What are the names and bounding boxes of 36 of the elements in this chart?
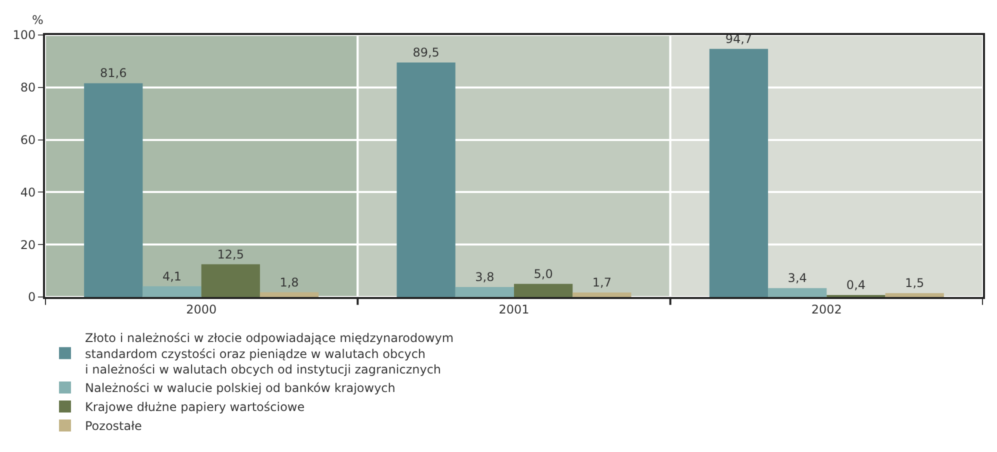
y-tick-label: 60 [20, 133, 36, 147]
data-label: 0,4 [846, 278, 866, 292]
bar [572, 292, 632, 297]
bar [768, 288, 827, 297]
y-tick-label: 80 [20, 80, 36, 95]
legend-label: Złoto i należności w złocie odpowiadające międzynarodowym standardom czystości oraz pieniądze w walutach obcych i należności w walutach obcych od instytucji zagranicznych [85, 331, 454, 376]
x-tick-label: 2002 [811, 302, 842, 316]
legend-label: Pozostałe [85, 419, 142, 434]
data-label: 1,5 [905, 276, 924, 290]
data-label: 1,7 [592, 276, 612, 290]
bar [142, 286, 202, 297]
bar [455, 287, 514, 297]
bar [201, 264, 260, 297]
data-label: 4,1 [162, 269, 182, 284]
bar [396, 62, 456, 297]
y-tick-label: 100 [12, 28, 36, 42]
x-tick-label: 2000 [186, 302, 217, 316]
data-label: 5,0 [534, 266, 553, 281]
data-label: 89,5 [412, 46, 440, 60]
legend-label: Krajowe dłużne papiery wartościowe [85, 400, 305, 414]
legend-label: Należności w walucie polskiej od banków krajowych [85, 381, 396, 396]
y-tick-label: 0 [28, 290, 36, 304]
data-label: 81,6 [100, 66, 127, 80]
y-tick-label: 20 [20, 238, 36, 252]
bar [514, 284, 573, 297]
data-label: 1,8 [280, 275, 299, 290]
y-axis-title: % [32, 13, 44, 27]
bar [709, 48, 768, 297]
data-label: 12,5 [217, 247, 244, 262]
data-label: 3,4 [788, 271, 807, 286]
bar [260, 292, 319, 297]
bar [885, 293, 944, 297]
x-tick-label: 2001 [498, 302, 530, 316]
bar [84, 83, 143, 297]
y-tick-label: 40 [20, 185, 36, 200]
data-label: 3,8 [475, 270, 494, 284]
